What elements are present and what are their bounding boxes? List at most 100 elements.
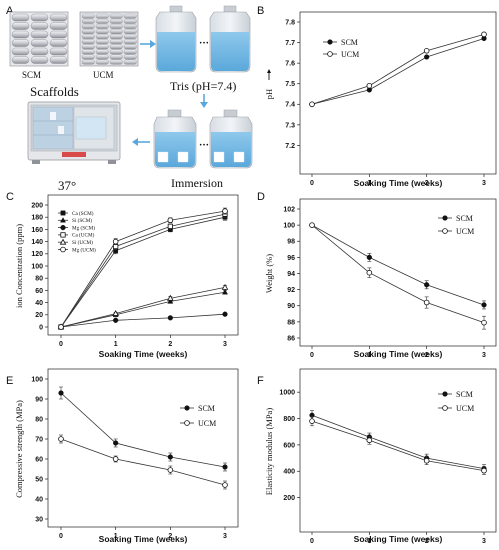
ucm-rod <box>95 39 109 45</box>
ucm-rod <box>123 34 137 39</box>
x-tick-label: 1 <box>367 538 371 545</box>
scm-rod <box>11 47 30 56</box>
data-point <box>424 54 430 60</box>
legend-entry: SCM <box>438 390 473 399</box>
ucm-rod <box>95 13 109 19</box>
y-tick-label: 180 <box>31 215 43 222</box>
y-axis-title: Weight (%) <box>264 254 274 293</box>
ucm-rod <box>81 24 95 29</box>
legend-marker <box>442 391 448 397</box>
ucm-rod <box>81 13 95 19</box>
ucm-rod <box>123 49 137 55</box>
series-line <box>311 414 485 470</box>
data-point <box>167 298 174 304</box>
data-point <box>366 269 373 276</box>
x-tick-label: 1 <box>367 180 371 187</box>
scm-rod <box>11 30 30 39</box>
scm-rod <box>30 13 49 22</box>
legend-label: Mg (UCM) <box>72 246 96 253</box>
series-line <box>60 392 226 468</box>
series-line <box>60 213 226 328</box>
legend-label: SCM <box>456 214 473 223</box>
ucm-rod <box>109 39 123 45</box>
data-point <box>112 310 119 316</box>
y-tick-label: 200 <box>31 202 43 209</box>
x-tick-label: 3 <box>223 341 227 348</box>
x-tick-label: 1 <box>114 341 118 348</box>
label-scm: SCM <box>22 70 41 80</box>
legend-label: UCM <box>341 50 359 59</box>
legend-label: SCM <box>341 38 358 47</box>
data-point <box>423 47 430 54</box>
legend-marker <box>327 51 333 57</box>
ucm-rod <box>95 18 109 24</box>
x-tick-label: 0 <box>310 352 314 359</box>
data-point <box>309 101 315 108</box>
y-tick-label: 7.7 <box>285 40 295 47</box>
legend-label: UCM <box>198 419 216 428</box>
y-tick-label: 90 <box>287 303 295 310</box>
x-tick-label: 0 <box>59 533 63 540</box>
y-tick-label: 7.6 <box>285 61 295 68</box>
ucm-rod <box>123 13 137 19</box>
data-point <box>222 289 228 295</box>
ucm-rod <box>123 24 137 29</box>
y-tick-label: 400 <box>283 469 295 476</box>
legend-entry: Si (SCM) <box>58 217 92 224</box>
y-tick-label: 94 <box>287 271 295 278</box>
series-scm <box>309 410 487 473</box>
arrow-down <box>200 94 208 108</box>
y-tick-label: 98 <box>287 239 295 246</box>
x-axis-title: Soaking Time (weeks) <box>99 349 188 359</box>
scm-rod <box>49 13 68 22</box>
plot-frame <box>299 11 497 175</box>
legend-marker <box>60 217 66 223</box>
data-point <box>167 315 173 321</box>
y-tick-label: 90 <box>35 396 43 403</box>
label-ucm: UCM <box>93 70 114 80</box>
series-ucm <box>309 416 487 475</box>
data-point <box>113 317 119 323</box>
legend-entry: Ca (SCM) <box>58 210 94 217</box>
y-tick-label: 86 <box>287 335 295 342</box>
y-tick-label: 88 <box>287 319 295 326</box>
legend-entry: UCM <box>323 50 359 59</box>
ucm-rod <box>81 39 95 45</box>
data-point <box>222 311 228 317</box>
ucm-rod <box>95 24 109 29</box>
legend-marker <box>442 228 448 234</box>
scm-rod <box>11 22 30 30</box>
series-ucm <box>309 222 487 330</box>
y-axis-title: pH <box>264 89 274 99</box>
charts: B 7.2 7.3 7.4 7.5 7.6 7.7 7.8 0 1 2 3 Soaking Time (… <box>6 5 497 545</box>
legend-marker <box>442 405 448 411</box>
x-tick-label: 2 <box>168 341 172 348</box>
ucm-rod <box>95 49 109 55</box>
series-line <box>311 224 485 306</box>
series-line <box>60 291 226 328</box>
y-axis-title: ion Concentration (ppm) <box>14 224 24 308</box>
legend-marker <box>60 232 66 238</box>
y-tick-label: 20 <box>35 312 43 319</box>
scm-rod <box>30 30 49 39</box>
data-point <box>309 418 315 424</box>
scm-rod <box>49 22 68 30</box>
ucm-rod <box>109 49 123 55</box>
ucm-rod <box>95 34 109 39</box>
x-axis-title: Soaking Time (weeks) <box>354 349 443 359</box>
arrow-to-incubator <box>132 138 150 146</box>
scm-rod <box>11 39 30 47</box>
legend-marker <box>184 420 190 426</box>
legend-entry: Mg (UCM) <box>58 246 96 253</box>
series-ca-scm <box>58 213 228 330</box>
y-tick-label: 200 <box>283 495 295 502</box>
y-tick-label: 60 <box>35 456 43 463</box>
y-tick-label: 1000 <box>279 390 295 397</box>
ucm-rod <box>95 59 109 65</box>
plot-frame <box>299 198 497 347</box>
ucm-rod <box>81 59 95 65</box>
arrow-to-bottles <box>140 40 156 48</box>
series-mg-ucm <box>58 207 228 330</box>
data-point <box>222 464 228 470</box>
